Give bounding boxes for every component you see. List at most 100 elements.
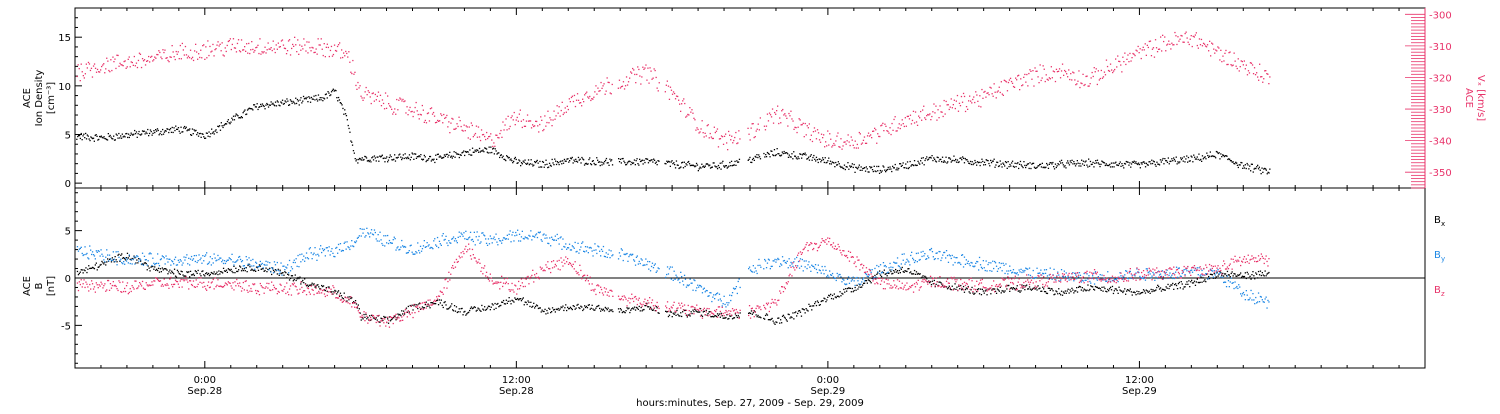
data-point [355,85,356,86]
data-point [521,121,522,122]
data-point [759,265,760,266]
data-point [210,274,211,275]
data-point [158,130,159,131]
data-point [851,136,852,137]
data-point [137,67,138,68]
data-point [1090,161,1091,162]
data-point [784,260,785,261]
data-point [394,108,395,109]
data-point [316,260,317,261]
data-point [240,259,241,260]
data-point [650,307,651,308]
data-point [671,160,672,161]
data-point [291,266,292,267]
data-point [128,59,129,60]
data-point [562,102,563,103]
data-point [634,74,635,75]
data-point [361,319,362,320]
data-point [568,247,569,248]
data-point [387,318,388,319]
x-tick-time-label: 0:00 [817,375,839,386]
data-point [1100,78,1101,79]
data-point [402,313,403,314]
data-point [574,161,575,162]
data-point [975,91,976,92]
data-point [444,154,445,155]
data-point [717,313,718,314]
data-point [963,286,964,287]
data-point [79,135,80,136]
data-point [553,111,554,112]
data-point [1129,290,1130,291]
data-point [1087,166,1088,167]
data-point [296,51,297,52]
data-point [814,268,815,269]
data-point [249,264,250,265]
data-point [911,252,912,253]
data-point [398,157,399,158]
data-point [457,126,458,127]
data-point [295,274,296,275]
data-point [1050,290,1051,291]
data-point [1177,288,1178,289]
data-point [895,164,896,165]
data-point [813,266,814,267]
data-point [487,307,488,308]
data-point [1086,290,1087,291]
data-point [672,267,673,268]
data-point [1097,160,1098,161]
data-point [152,133,153,134]
data-point [1248,273,1249,274]
data-point [503,300,504,301]
data-point [245,270,246,271]
data-point [864,280,865,281]
data-point [1257,76,1258,77]
data-point [804,154,805,155]
data-point [1154,57,1155,58]
data-point [383,103,384,104]
data-point [748,268,749,269]
data-point [800,119,801,120]
data-point [544,115,545,116]
data-point [161,271,162,272]
data-point [296,258,297,259]
data-point [409,154,410,155]
data-point [90,70,91,71]
data-point [858,147,859,148]
data-point [181,260,182,261]
data-point [675,275,676,276]
data-point [103,263,104,264]
data-point [1239,70,1240,71]
data-point [598,246,599,247]
data-point [112,257,113,258]
data-point [120,255,121,256]
data-point [1127,54,1128,55]
data-point [1201,282,1202,283]
data-point [1064,165,1065,166]
data-point [770,268,771,269]
data-point [592,255,593,256]
data-point [823,159,824,160]
data-point [265,105,266,106]
data-point [270,49,271,50]
data-point [246,256,247,257]
data-point [342,57,343,58]
data-point [577,243,578,244]
data-point [985,164,986,165]
data-point [685,163,686,164]
data-point [246,43,247,44]
data-point [1193,155,1194,156]
data-point [1061,160,1062,161]
data-point [1130,60,1131,61]
data-point [1178,41,1179,42]
data-point [776,322,777,323]
data-point [1070,160,1071,161]
data-point [817,129,818,130]
data-point [503,156,504,157]
data-point [217,41,218,42]
data-point [830,139,831,140]
data-point [159,134,160,135]
data-point [764,319,765,320]
data-point [939,251,940,252]
data-point [434,162,435,163]
